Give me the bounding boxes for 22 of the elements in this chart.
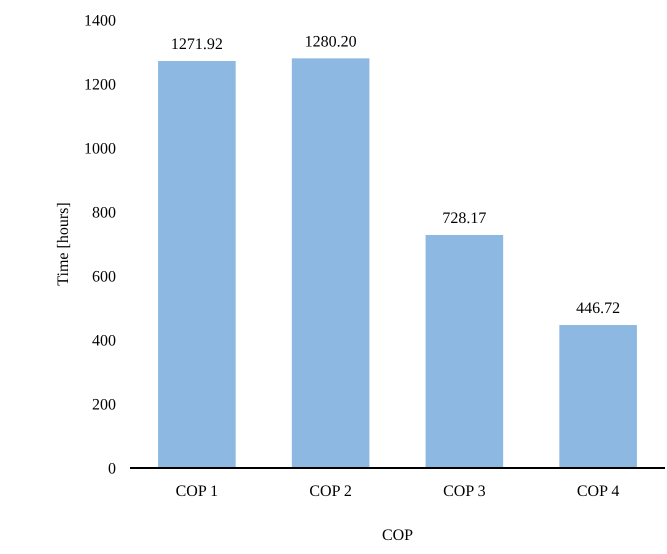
bar bbox=[292, 58, 370, 468]
bar bbox=[559, 325, 637, 468]
data-label: 1271.92 bbox=[170, 36, 223, 53]
x-tick-label: COP 2 bbox=[309, 483, 352, 500]
data-label: 446.72 bbox=[576, 300, 620, 318]
y-tick-label: 200 bbox=[92, 396, 116, 414]
x-tick-label: COP 1 bbox=[176, 483, 218, 500]
y-axis-title: Time [hours] bbox=[55, 202, 72, 286]
bar bbox=[158, 60, 236, 468]
y-tick-label: 1400 bbox=[84, 12, 116, 30]
y-tick-label: 0 bbox=[108, 460, 116, 478]
data-label: 1280.20 bbox=[304, 33, 357, 50]
bar bbox=[426, 234, 504, 468]
y-tick-label: 800 bbox=[92, 204, 116, 222]
x-axis-title: COP bbox=[382, 527, 414, 544]
y-tick-label: 600 bbox=[92, 268, 116, 286]
y-tick-label: 1000 bbox=[84, 140, 116, 158]
x-tick-label: COP 3 bbox=[443, 483, 486, 500]
x-tick-label: COP 4 bbox=[576, 483, 620, 500]
data-label: 728.17 bbox=[442, 210, 486, 227]
y-tick-label: 1200 bbox=[84, 76, 116, 94]
y-tick-label: 400 bbox=[92, 332, 116, 350]
